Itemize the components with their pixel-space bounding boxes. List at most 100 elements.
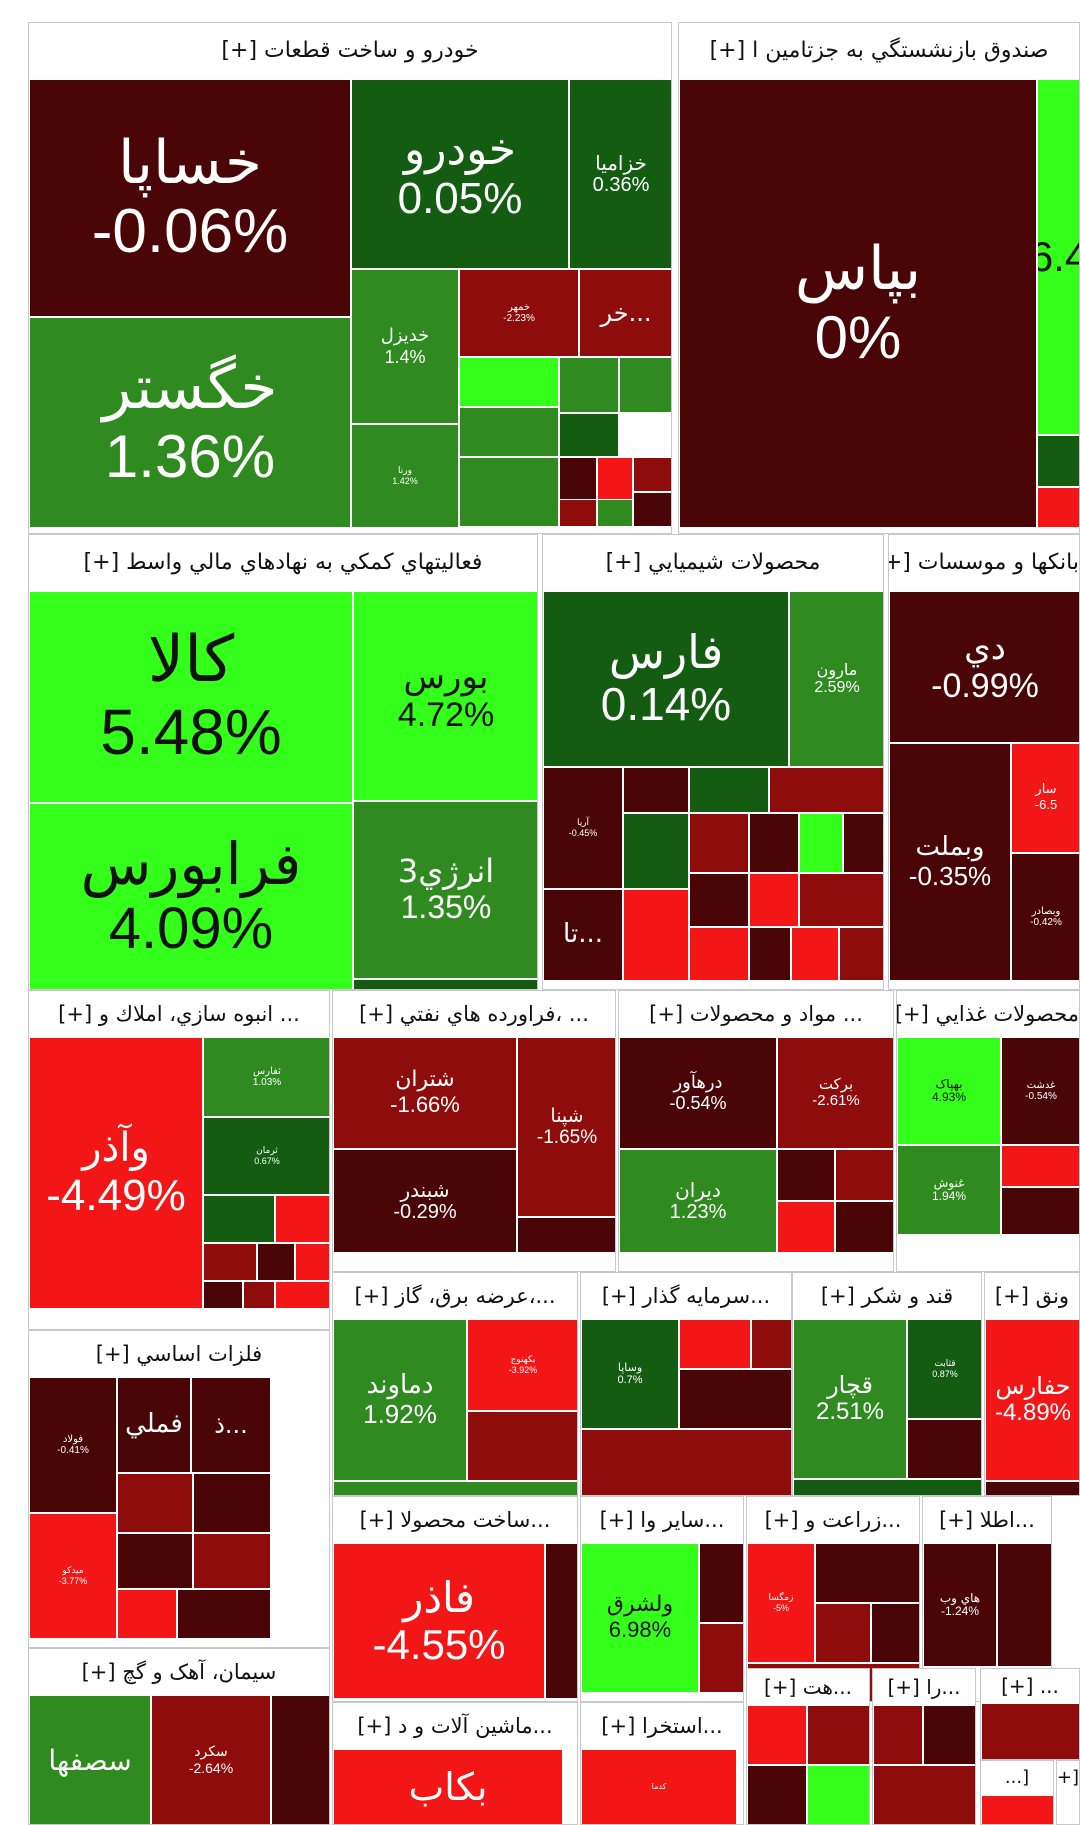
stock-tile[interactable]: [985, 1481, 1079, 1495]
stock-tile[interactable]: [815, 1543, 919, 1603]
stock-tile[interactable]: هاي وب -1.24%: [923, 1543, 997, 1667]
sector[interactable]: خودرو و ساخت قطعات [+] خساپا -0.06% خگستر 1.…: [28, 22, 672, 534]
stock-tile[interactable]: [467, 1411, 577, 1481]
stock-tile[interactable]: تا...: [543, 889, 623, 981]
stock-tile[interactable]: [699, 1623, 743, 1693]
stock-tile[interactable]: [1001, 1145, 1079, 1187]
stock-tile[interactable]: [545, 1543, 577, 1699]
stock-tile[interactable]: [559, 413, 619, 457]
sector[interactable]: ... مواد و محصولات [+] درهآور -0.54% بركت -2…: [618, 990, 894, 1272]
stock-tile[interactable]: فرابورس 4.09%: [29, 803, 353, 989]
sector[interactable]: بانكها و موسسات [+] دي -0.99% وبملت -0.35% سا…: [888, 534, 1080, 990]
sector[interactable]: سيمان، آهک و گچ [+] سصفها سکرد -2.64%: [28, 1648, 330, 1825]
stock-tile[interactable]: بکهنوج -3.92%: [467, 1319, 577, 1411]
stock-tile[interactable]: فارس 0.14%: [543, 591, 789, 767]
sector-title[interactable]: ... انبوه سازي، املاك و [+]: [58, 1002, 300, 1026]
stock-tile[interactable]: [835, 1149, 893, 1201]
stock-tile[interactable]: [517, 1217, 615, 1253]
stock-tile[interactable]: [799, 813, 843, 873]
stock-tile[interactable]: فاذر -4.55%: [333, 1543, 545, 1699]
stock-tile[interactable]: غنوش 1.94%: [897, 1145, 1001, 1235]
stock-tile[interactable]: كالا 5.48%: [29, 591, 353, 803]
stock-tile[interactable]: ديران 1.23%: [619, 1149, 777, 1253]
stock-tile[interactable]: [871, 1603, 919, 1663]
stock-tile[interactable]: خودرو 0.05%: [351, 79, 569, 269]
sector-title[interactable]: محصولات غذايي [+]: [897, 1002, 1079, 1026]
sector-title[interactable]: صندوق بازنشستگي به جزتامين ا [+]: [709, 38, 1049, 63]
stock-tile[interactable]: [295, 1243, 329, 1281]
stock-tile[interactable]: [581, 1429, 791, 1495]
sector-title[interactable]: قند و شكر [+]: [820, 1284, 954, 1308]
stock-tile[interactable]: [1037, 487, 1079, 528]
stock-tile[interactable]: خر...: [579, 269, 671, 357]
stock-tile[interactable]: [807, 1765, 869, 1824]
stock-tile[interactable]: سکرد -2.64%: [151, 1695, 271, 1824]
stock-tile[interactable]: [459, 457, 559, 527]
stock-tile[interactable]: خمهر -2.23%: [459, 269, 579, 357]
stock-tile[interactable]: [257, 1243, 295, 1281]
stock-tile[interactable]: 6.4: [1037, 79, 1079, 435]
stock-tile[interactable]: [777, 1201, 835, 1253]
sector[interactable]: ونق [+] حفارس -4.89%: [984, 1272, 1080, 1496]
stock-tile[interactable]: مارون 2.59%: [789, 591, 883, 767]
stock-tile[interactable]: ورنا 1.42%: [351, 424, 459, 528]
stock-tile[interactable]: [243, 1281, 275, 1309]
sector-title[interactable]: ...سرمايه گذار [+]: [601, 1284, 771, 1308]
stock-tile[interactable]: ثرمان 0.67%: [203, 1117, 329, 1195]
sector[interactable]: محصولات شيميايي [+] فارس 0.14% مارون 2.59% آر…: [542, 534, 884, 990]
stock-tile[interactable]: [749, 873, 799, 927]
stock-tile[interactable]: غدشت -0.54%: [1001, 1037, 1079, 1145]
sector[interactable]: ...ساير وا [+] ولشرق 6.98%: [580, 1496, 744, 1702]
stock-tile[interactable]: ثفارس 1.03%: [203, 1037, 329, 1117]
stock-tile[interactable]: [117, 1533, 193, 1589]
stock-tile[interactable]: [839, 927, 883, 981]
sector-title[interactable]: بانكها و موسسات [+]: [889, 550, 1079, 575]
stock-tile[interactable]: [699, 1543, 743, 1623]
sector-title[interactable]: ...،عرضه برق، گاز [+]: [354, 1284, 556, 1308]
stock-tile[interactable]: [769, 767, 883, 813]
stock-tile[interactable]: [981, 1703, 1079, 1759]
stock-tile[interactable]: [749, 813, 799, 873]
sector[interactable]: [...: [980, 1760, 1054, 1825]
stock-tile[interactable]: [275, 1281, 329, 1309]
stock-tile[interactable]: [633, 457, 671, 492]
stock-tile[interactable]: دي -0.99%: [889, 591, 1079, 743]
sector-title[interactable]: خودرو و ساخت قطعات [+]: [221, 38, 479, 63]
stock-tile[interactable]: بپاس 0%: [679, 79, 1037, 528]
stock-tile[interactable]: خديزل 1.4%: [351, 269, 459, 424]
stock-tile[interactable]: [679, 1369, 791, 1429]
sector[interactable]: ...سرمايه گذار [+] وساپا 0.7%: [580, 1272, 792, 1496]
sector[interactable]: ...را [+]: [872, 1668, 976, 1825]
stock-tile[interactable]: وبصادر -0.42%: [1011, 853, 1079, 981]
sector[interactable]: ...ماشين آلات و د [+] بكاب: [332, 1702, 578, 1825]
stock-tile[interactable]: شبندر -0.29%: [333, 1149, 517, 1253]
sector-title[interactable]: ...استخرا [+]: [601, 1714, 723, 1738]
stock-tile[interactable]: [1001, 1187, 1079, 1235]
stock-tile[interactable]: [353, 979, 537, 989]
sector[interactable]: صندوق بازنشستگي به جزتامين ا [+] بپاس0%6.…: [678, 22, 1080, 534]
stock-tile[interactable]: [747, 1705, 807, 1765]
stock-tile[interactable]: [193, 1533, 271, 1589]
stock-tile[interactable]: [203, 1195, 275, 1243]
sector-title[interactable]: ... [+]: [1001, 1674, 1059, 1698]
sector-title[interactable]: سيمان، آهک و گچ [+]: [81, 1660, 277, 1684]
stock-tile[interactable]: [623, 767, 689, 813]
sector-title[interactable]: ...را [+]: [887, 1675, 961, 1699]
stock-tile[interactable]: خزاميا 0.36%: [569, 79, 671, 269]
sector[interactable]: فلزات اساسي [+] فولاد -0.41% فملي ذ... ميدكو -…: [28, 1330, 330, 1648]
stock-tile[interactable]: [777, 1149, 835, 1201]
sector[interactable]: ... [+]: [980, 1668, 1080, 1760]
sector-title[interactable]: ... ،فراورده هاي نفتي [+]: [359, 1002, 589, 1026]
stock-tile[interactable]: [271, 1695, 329, 1824]
sector-title[interactable]: فعاليتهاي كمكي به نهادهاي مالي واسط [+]: [83, 550, 483, 575]
stock-tile[interactable]: [459, 357, 559, 407]
stock-tile[interactable]: بورس 4.72%: [353, 591, 537, 801]
sector-title[interactable]: محصولات شيميايي [+]: [605, 550, 821, 575]
stock-tile[interactable]: [633, 492, 671, 527]
stock-tile[interactable]: [843, 813, 883, 873]
sector[interactable]: ...استخرا [+] کدما: [580, 1702, 744, 1825]
stock-tile[interactable]: [117, 1473, 193, 1533]
stock-tile[interactable]: سصفها: [29, 1695, 151, 1824]
stock-tile[interactable]: [689, 873, 749, 927]
stock-tile[interactable]: زمگسا -5%: [747, 1543, 815, 1663]
